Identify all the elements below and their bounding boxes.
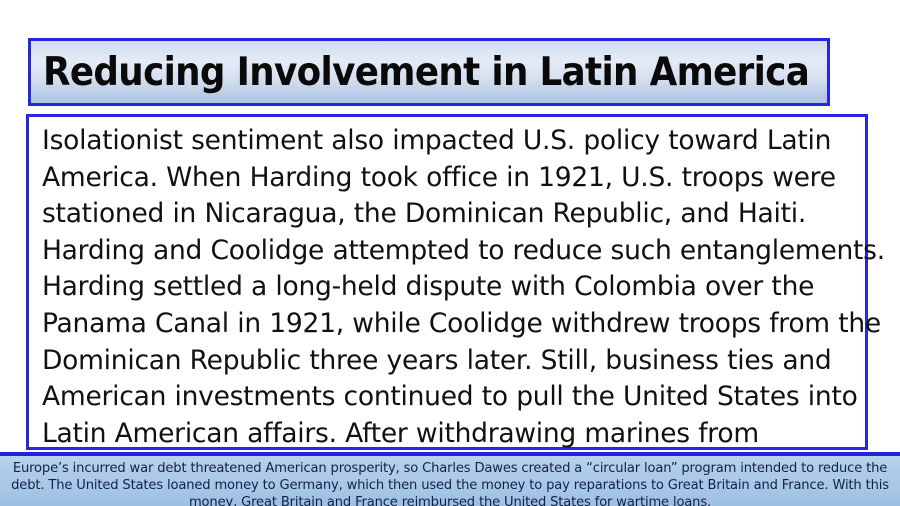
- slide-body-box: Isolationist sentiment also impacted U.S…: [26, 114, 885, 506]
- footer-note: Europe’s incurred war debt threatened Am…: [11, 461, 889, 506]
- slide-footer-band: Europe’s incurred war debt threatened Am…: [0, 452, 900, 506]
- slide-title-bar: Reducing Involvement in Latin America: [28, 38, 830, 106]
- body-paragraph: Isolationist sentiment also impacted U.S…: [42, 125, 885, 506]
- page-title: Reducing Involvement in Latin America: [43, 49, 810, 95]
